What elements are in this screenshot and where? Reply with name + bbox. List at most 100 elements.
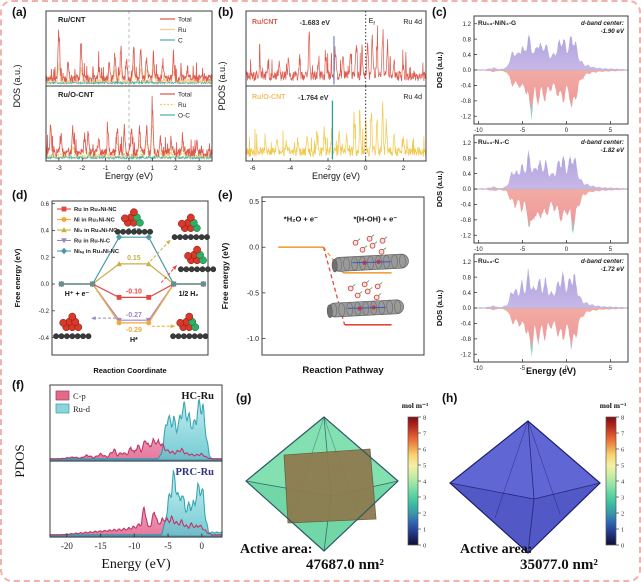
svg-text:0.0: 0.0 [463, 306, 472, 312]
svg-text:Energy (eV): Energy (eV) [105, 171, 153, 181]
svg-text:DOS (a.u.): DOS (a.u.) [435, 51, 444, 88]
svg-text:Ru 4d: Ru 4d [403, 19, 422, 26]
svg-text:DOS (a.u.): DOS (a.u.) [435, 170, 444, 207]
svg-text:2: 2 [423, 510, 426, 517]
svg-text:Ru 4d: Ru 4d [403, 94, 422, 101]
panel-d-label: (d) [12, 188, 28, 202]
panel-f-label: (f) [12, 378, 24, 392]
ru-ni-cluster [177, 245, 216, 273]
svg-text:HC-Ru: HC-Ru [181, 391, 214, 402]
svg-text:Ni₃ in Ru₃Ni-NC: Ni₃ in Ru₃Ni-NC [74, 228, 118, 234]
svg-text:0: 0 [127, 165, 131, 172]
svg-text:Ru in Ru-N-C: Ru in Ru-N-C [74, 239, 111, 245]
spin-dos-subplot-1: 1.2 0.8 0.4 0.0 -0.4 -0.8 -1.2 -10 -5 0 5 Ru₁₃-N₄-C… [435, 134, 629, 253]
svg-text:-0.4: -0.4 [461, 84, 472, 90]
panel-f-plot: HC-Ru PRC-Ru C-p Ru-d -20 -15 -10 -5 0 Energy (eV… [12, 384, 223, 572]
ru-ni-cluster [170, 312, 209, 340]
spin-up-area [474, 34, 628, 70]
svg-text:3: 3 [621, 494, 624, 501]
svg-text:-1: -1 [103, 165, 109, 172]
svg-text:2: 2 [174, 165, 178, 172]
svg-text:PRC-Ru: PRC-Ru [176, 467, 215, 478]
svg-text:-0.8: -0.8 [461, 218, 472, 224]
svg-text:5: 5 [609, 247, 613, 253]
svg-text:2: 2 [402, 165, 406, 172]
svg-text:1.2: 1.2 [463, 22, 472, 28]
svg-text:O-C: O-C [178, 113, 190, 120]
svg-text:1.2: 1.2 [463, 141, 472, 147]
cp-line [49, 436, 222, 460]
panel-f: (f) HC-Ru PRC-Ru C-p Ru-d -20 -15 -10 -5 0 Energy… [10, 377, 228, 580]
rud-area [49, 468, 223, 537]
svg-text:0.8: 0.8 [463, 37, 472, 43]
spin-down-area [474, 70, 628, 121]
ru-ni-cluster [114, 208, 154, 235]
svg-text:-1.2: -1.2 [461, 114, 472, 120]
svg-text:0.4: 0.4 [463, 291, 472, 297]
svg-text:mol m⁻³: mol m⁻³ [402, 401, 429, 410]
cp-line [49, 505, 222, 536]
svg-text:-1.2: -1.2 [461, 352, 472, 358]
svg-text:0.2: 0.2 [41, 255, 50, 261]
svg-text:Active area:: Active area: [460, 542, 532, 557]
spin-dos-subplot-2: 1.2 0.8 0.4 0.0 -0.4 -0.8 -1.2 -10 -5 0 5 Ru₁₃-C d-b… [435, 253, 629, 372]
panel-h: (h) 0 1 2 3 4 5 6 7 8 mol m⁻³ Active area: 35077.0 … [434, 377, 637, 580]
svg-text:-0.8: -0.8 [461, 99, 472, 105]
svg-text:0.4: 0.4 [463, 172, 472, 178]
svg-text:d-band center:: d-band center: [581, 20, 624, 27]
ru-ni-cluster [171, 213, 210, 241]
svg-text:8: 8 [621, 414, 624, 421]
panel-g-label: (g) [236, 391, 252, 405]
svg-text:H*: H* [130, 337, 138, 344]
active-area-caption: Active area:47687.0 nm² [240, 542, 384, 573]
spin-dos-subplot-0: 1.2 0.8 0.4 0.0 -0.4 -0.8 -1.2 -10 -5 0 5 Ru₁₃-NiN₄… [435, 15, 629, 134]
svg-text:-2: -2 [79, 165, 85, 172]
svg-text:7: 7 [621, 430, 625, 437]
svg-text:47687.0 nm²: 47687.0 nm² [306, 557, 384, 573]
svg-text:C-p: C-p [73, 391, 86, 401]
svg-text:Ru in Ru₃Ni-NC: Ru in Ru₃Ni-NC [74, 207, 117, 213]
svg-text:Ru: Ru [178, 27, 187, 34]
svg-text:-5: -5 [520, 128, 526, 134]
svg-text:-3: -3 [56, 165, 62, 172]
svg-text:3: 3 [423, 494, 426, 501]
panel-e-label: (e) [218, 188, 233, 202]
svg-text:0: 0 [621, 542, 624, 549]
svg-text:-1.764 eV: -1.764 eV [298, 95, 329, 102]
svg-text:-0.5: -0.5 [247, 290, 259, 297]
svg-text:0: 0 [565, 366, 569, 372]
svg-text:0.5: 0.5 [249, 199, 259, 206]
spin-dos-chart-c: 1.2 0.8 0.4 0.0 -0.4 -0.8 -1.2 -10 -5 0 5 Ru₁₃-NiN₄… [435, 15, 629, 376]
svg-text:-0.4: -0.4 [461, 203, 472, 209]
svg-text:Active area:: Active area: [240, 542, 312, 557]
svg-text:35077.0 nm²: 35077.0 nm² [520, 557, 598, 573]
svg-text:Total: Total [178, 17, 192, 24]
svg-text:7: 7 [423, 430, 427, 437]
svg-text:0.0: 0.0 [463, 187, 472, 193]
svg-text:-1.683 eV: -1.683 eV [300, 20, 331, 27]
svg-text:-1.82 eV: -1.82 eV [601, 147, 625, 154]
svg-text:0.4: 0.4 [41, 229, 50, 235]
svg-text:Energy (eV): Energy (eV) [312, 171, 360, 181]
svg-text:0.0: 0.0 [41, 282, 50, 288]
spin-down-area [474, 189, 628, 234]
svg-text:4: 4 [423, 478, 427, 485]
svg-text:5: 5 [609, 128, 613, 134]
svg-text:-2: -2 [325, 165, 331, 172]
svg-text:3: 3 [197, 165, 201, 172]
svg-text:0: 0 [565, 247, 569, 253]
svg-text:Reaction Coordinate: Reaction Coordinate [93, 366, 166, 375]
svg-text:0.8: 0.8 [463, 156, 472, 162]
svg-text:1: 1 [151, 165, 155, 172]
pdos-chart-f: HC-Ru PRC-Ru C-p Ru-d -20 -15 -10 -5 0 Energy (eV… [12, 384, 223, 572]
panel-h-label: (h) [442, 391, 458, 405]
svg-text:-15: -15 [95, 541, 107, 551]
svg-text:8: 8 [423, 414, 426, 421]
svg-text:Ru₁₃-NiN₄-G: Ru₁₃-NiN₄-G [478, 20, 516, 27]
panel-a-plot: Ru/CNT Total Ru C Ru/O-CNT Total Ru O-C -3 -2 -1 0 1… [12, 10, 213, 181]
svg-text:1: 1 [621, 526, 624, 533]
svg-text:-1.90 eV: -1.90 eV [601, 28, 625, 35]
svg-text:-10: -10 [128, 541, 140, 551]
svg-text:-10: -10 [474, 366, 483, 372]
